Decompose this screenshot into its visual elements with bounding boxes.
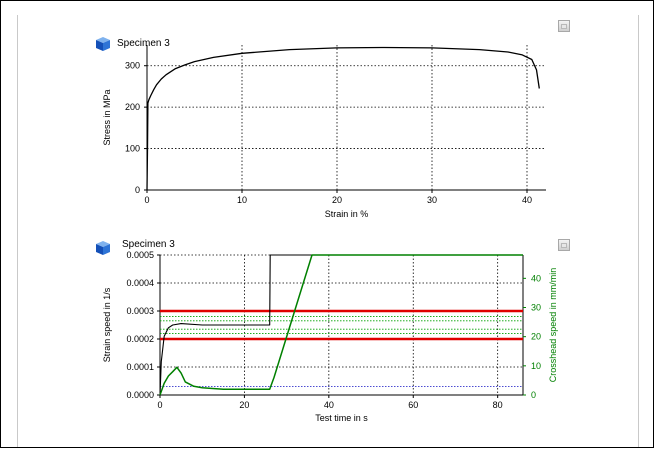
y2-tick-label: 30: [531, 303, 541, 313]
y-tick-label: 0: [135, 185, 140, 195]
panel-restore-icon[interactable]: [558, 20, 570, 32]
y-axis-label: Strain speed in 1/s: [102, 287, 112, 362]
cube-left-face: [96, 244, 103, 255]
y2-tick-label: 0: [531, 390, 536, 400]
y-tick-label: 0.0005: [126, 250, 154, 260]
stress-strain-curve: [146, 46, 540, 191]
y2-tick-label: 20: [531, 332, 541, 342]
x-tick-label: 0: [157, 400, 162, 410]
y-tick-label: 100: [125, 144, 140, 154]
x-tick-label: 60: [408, 400, 418, 410]
panel-restore-icon[interactable]: [558, 239, 570, 251]
x-tick-label: 0: [144, 195, 149, 205]
x-tick-label: 40: [324, 400, 334, 410]
x-tick-label: 10: [237, 195, 247, 205]
grid-lines: [147, 45, 546, 190]
stress-strain-chart: Specimen 3 0 10 20 30 40 0 100 200 300 Strain in %…: [96, 37, 546, 219]
x-tick-label: 30: [427, 195, 437, 205]
y-tick-label: 200: [125, 102, 140, 112]
y-axis-label: Stress in MPa: [102, 89, 112, 145]
specimen-title: Specimen 3: [117, 38, 170, 49]
blue-cube-icon: [96, 241, 110, 255]
y-tick-label: 0.0001: [126, 362, 154, 372]
x-tick-label: 20: [239, 400, 249, 410]
cube-right-face: [103, 244, 110, 255]
y2-tick-label: 10: [531, 361, 541, 371]
y-tick-label: 0.0004: [126, 278, 154, 288]
strain-speed-chart: Specimen 3 0 20 40 60 80 0.0000 0.0001 0.0002 0.0…: [96, 239, 558, 423]
y-tick-label: 0.0000: [126, 390, 154, 400]
y2-tick-label: 40: [531, 273, 541, 283]
x-axis-label: Strain in %: [325, 209, 369, 219]
specimen-title: Specimen 3: [122, 239, 175, 250]
cube-right-face: [103, 40, 110, 51]
y2-axis-label: Crosshead speed in mm/min: [548, 268, 558, 383]
charts-panel: Specimen 3 0 10 20 30 40 0 100 200 300 Strain in %…: [17, 15, 639, 447]
x-tick-label: 20: [332, 195, 342, 205]
y-tick-label: 0.0002: [126, 334, 154, 344]
y-tick-label: 0.0003: [126, 306, 154, 316]
x-tick-label: 40: [522, 195, 532, 205]
strain-speed-curve: [159, 254, 523, 396]
x-axis-label: Test time in s: [315, 413, 368, 423]
crosshead-speed-curve: [159, 254, 523, 396]
blue-cube-icon: [96, 37, 110, 51]
y-tick-label: 300: [125, 61, 140, 71]
cube-left-face: [96, 40, 103, 51]
x-tick-label: 80: [493, 400, 503, 410]
